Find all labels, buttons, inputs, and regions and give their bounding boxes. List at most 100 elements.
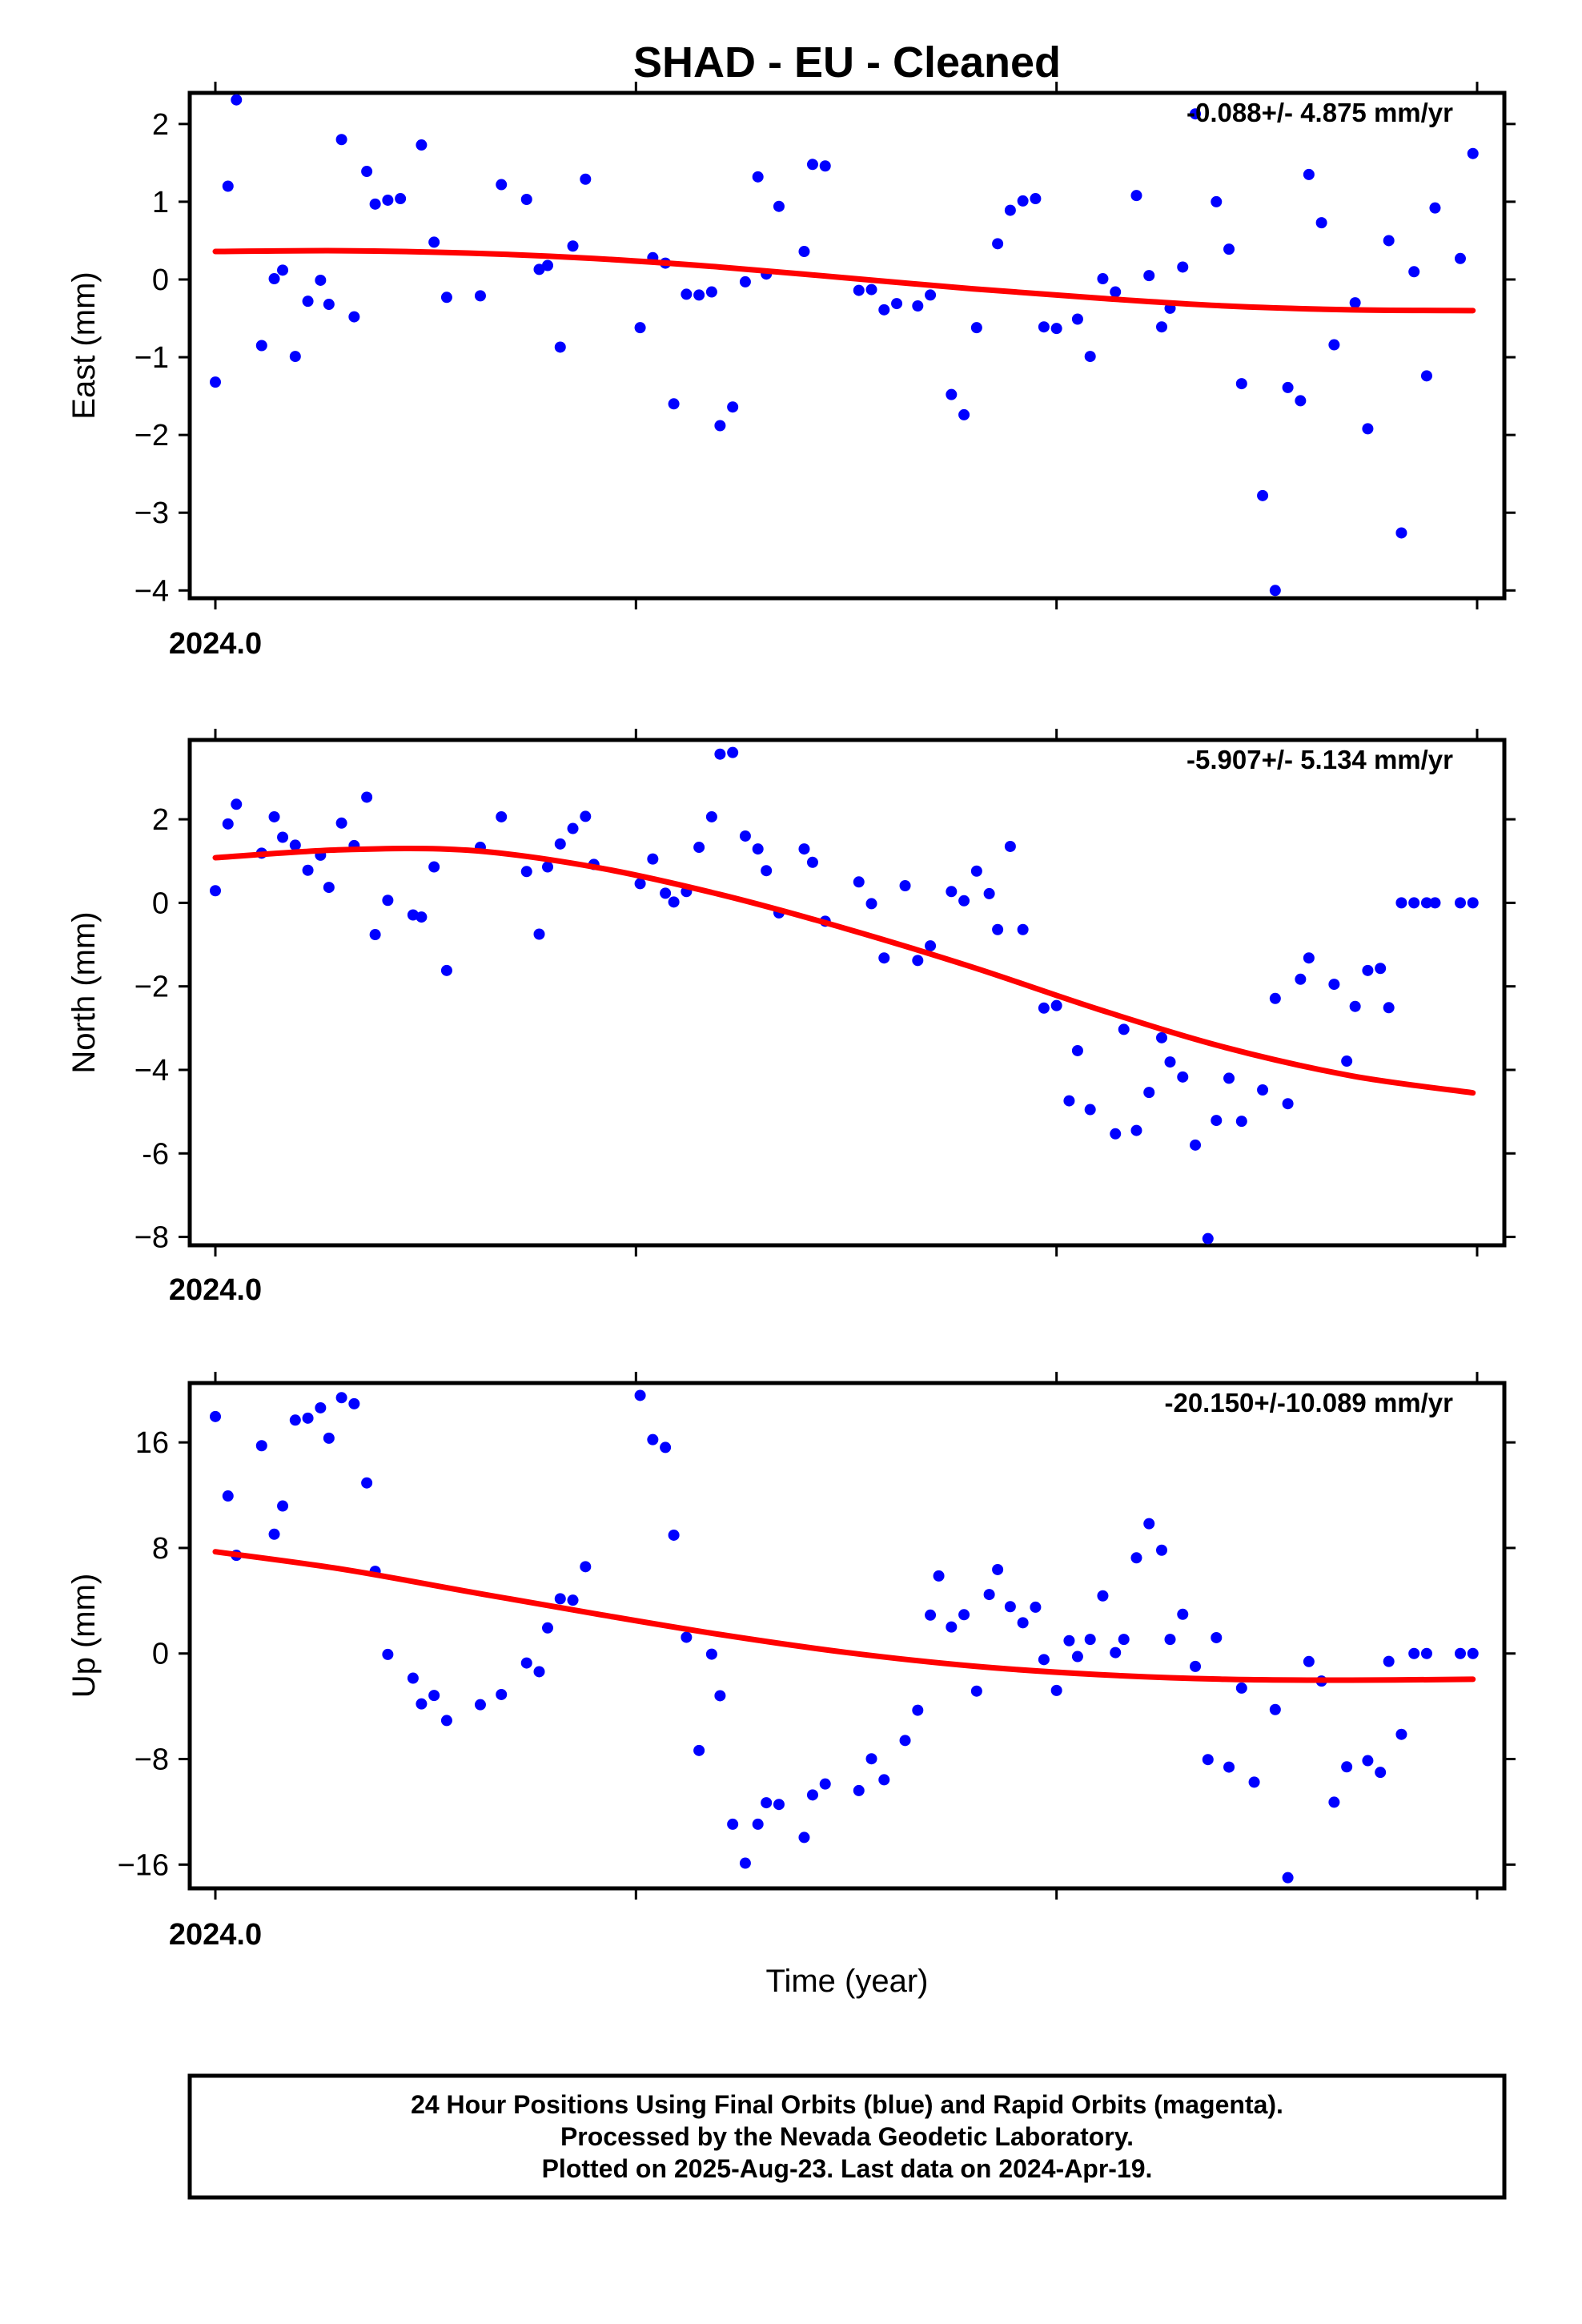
north-data-point	[1050, 999, 1062, 1011]
north-data-point	[1084, 1104, 1096, 1116]
east-data-point	[268, 273, 280, 285]
up-data-point	[1282, 1872, 1294, 1884]
east-data-point	[1467, 147, 1479, 159]
up-data-point	[440, 1715, 452, 1727]
north-data-point	[1303, 952, 1315, 964]
up-data-point	[1269, 1703, 1281, 1715]
north-ytick-label: −2	[135, 971, 169, 1004]
up-data-point	[1303, 1655, 1315, 1667]
north-ytick-label: −8	[135, 1221, 169, 1255]
up-data-point	[1454, 1647, 1466, 1659]
up-data-point	[416, 1698, 428, 1710]
north-data-points	[210, 746, 1479, 1244]
north-data-point	[554, 838, 566, 850]
east-data-point	[958, 408, 970, 420]
north-ytick-label: −4	[135, 1054, 169, 1088]
east-data-point	[395, 193, 407, 205]
north-data-point	[1071, 1044, 1083, 1056]
east-data-point	[1030, 193, 1042, 205]
north-data-point	[925, 940, 937, 952]
east-data-point	[315, 274, 327, 286]
east-data-point	[752, 171, 764, 183]
up-panel: 16 8 0 −8 −16 2024.0 Up (mm) -20.150+/-10.089 m…	[66, 1372, 1516, 1952]
east-data-point	[634, 322, 646, 334]
north-data-point	[714, 748, 726, 760]
north-y-axis-label: North (mm)	[66, 911, 102, 1073]
north-data-point	[1420, 897, 1432, 909]
east-ytick-label: 2	[152, 108, 169, 142]
north-data-point	[533, 928, 545, 940]
up-data-point	[1004, 1601, 1016, 1613]
east-data-point	[1420, 370, 1432, 382]
up-data-point	[1248, 1776, 1260, 1788]
north-data-point	[1004, 840, 1016, 852]
east-data-point	[496, 179, 508, 191]
east-data-point	[520, 193, 532, 205]
north-data-point	[369, 929, 381, 941]
north-data-point	[1349, 1000, 1361, 1012]
up-data-point	[255, 1440, 267, 1452]
north-data-point	[1017, 923, 1029, 935]
north-data-point	[440, 964, 452, 976]
north-data-point	[865, 898, 877, 910]
east-data-point	[533, 263, 545, 275]
up-rate-label: -20.150+/-10.089 mm/yr	[1164, 1388, 1453, 1417]
north-data-point	[761, 865, 773, 877]
north-data-point	[210, 885, 221, 897]
east-data-point	[1429, 202, 1441, 214]
north-data-point	[983, 887, 995, 899]
up-data-point	[1177, 1608, 1189, 1620]
up-data-point	[853, 1784, 865, 1796]
east-fit-line	[212, 247, 1476, 314]
north-data-point	[634, 878, 646, 890]
east-data-point	[681, 288, 693, 300]
up-data-point	[1375, 1767, 1387, 1779]
up-ytick-label: −16	[118, 1848, 169, 1882]
up-data-point	[554, 1593, 566, 1605]
up-data-point	[806, 1789, 818, 1801]
east-data-point	[335, 134, 347, 146]
east-data-point	[1395, 527, 1407, 539]
up-data-point	[761, 1797, 773, 1809]
up-data-point	[1202, 1754, 1214, 1766]
north-data-point	[1328, 979, 1340, 991]
east-data-points	[210, 94, 1479, 597]
up-data-point	[798, 1831, 810, 1844]
up-data-point	[1097, 1590, 1109, 1602]
north-data-point	[1063, 1095, 1075, 1107]
north-xtick-label: 2024.0	[169, 1273, 262, 1307]
up-data-point	[912, 1704, 924, 1716]
east-data-point	[277, 264, 289, 276]
footer-box	[187, 2073, 1507, 2200]
up-data-point	[580, 1561, 592, 1573]
east-data-point	[440, 292, 452, 304]
north-data-point	[407, 909, 419, 921]
up-fit-line	[212, 1549, 1476, 1683]
up-xtick-label: 2024.0	[169, 1918, 262, 1952]
up-data-point	[1130, 1552, 1142, 1564]
up-data-point	[1341, 1761, 1353, 1773]
east-data-point	[369, 198, 381, 210]
east-data-point	[1408, 266, 1420, 278]
east-data-point	[714, 420, 726, 432]
north-data-point	[567, 822, 579, 834]
up-data-point	[1084, 1634, 1096, 1646]
east-xtick-label: 2024.0	[169, 627, 262, 661]
east-data-point	[992, 238, 1004, 250]
north-data-point	[580, 810, 592, 822]
up-frame	[187, 1381, 1507, 1891]
north-data-point	[946, 886, 958, 898]
up-data-point	[1017, 1617, 1029, 1629]
footer-line-1: 24 Hour Positions Using Final Orbits (bl…	[411, 2090, 1283, 2119]
up-data-point	[474, 1699, 486, 1711]
up-data-point	[1420, 1647, 1432, 1659]
east-data-point	[382, 194, 394, 206]
east-data-point	[668, 398, 680, 410]
north-ytick-label: 0	[152, 887, 169, 920]
east-data-point	[348, 311, 360, 323]
east-rate-label: -0.088+/- 4.875 mm/yr	[1186, 98, 1453, 127]
north-data-point	[1454, 897, 1466, 909]
up-data-point	[878, 1774, 890, 1786]
north-data-point	[222, 818, 234, 830]
